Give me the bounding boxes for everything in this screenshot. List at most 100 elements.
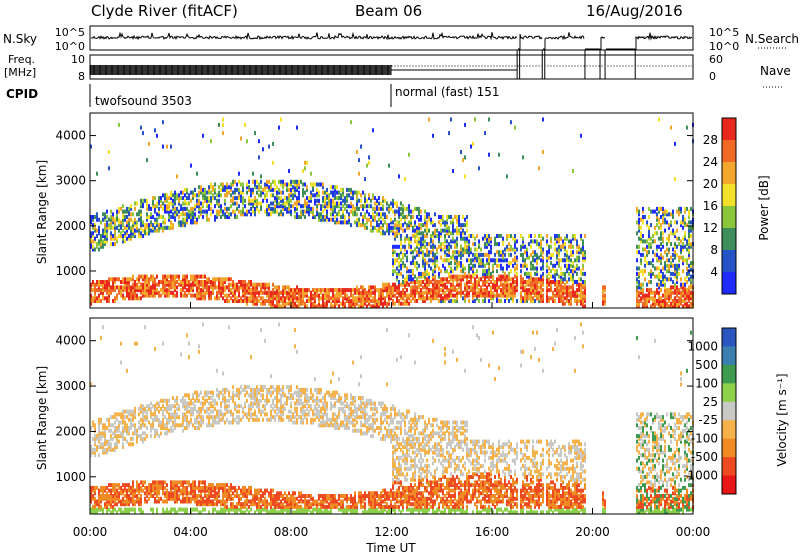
- heatmap-cell: [668, 288, 670, 293]
- heatmap-cell: [122, 442, 124, 447]
- heatmap-cell: [194, 220, 196, 225]
- heatmap-cell: [130, 426, 132, 430]
- heatmap-cell: [492, 263, 494, 268]
- heatmap-cell: [434, 244, 436, 249]
- heatmap-cell: [644, 293, 646, 298]
- heatmap-cell: [190, 190, 192, 195]
- heatmap-cell: [412, 215, 414, 219]
- heatmap-cell: [218, 204, 220, 209]
- heatmap-cell: [334, 215, 336, 219]
- heatmap-cell: [688, 234, 690, 238]
- heatmap-cell: [94, 499, 96, 504]
- heatmap-cell: [422, 252, 424, 257]
- heatmap-cell: [296, 296, 298, 301]
- heatmap-cell: [398, 285, 400, 290]
- heatmap-cell: [578, 258, 580, 263]
- heatmap-cell: [670, 125, 672, 130]
- heatmap-cell: [128, 212, 130, 217]
- heatmap-cell: [424, 209, 426, 214]
- heatmap-cell: [124, 239, 126, 244]
- heatmap-cell: [372, 215, 374, 219]
- heatmap-cell: [112, 299, 114, 303]
- heatmap-cell: [662, 293, 664, 298]
- heatmap-cell: [684, 209, 686, 214]
- heatmap-cell: [212, 187, 214, 192]
- heatmap-cell: [636, 277, 638, 282]
- heatmap-cell: [188, 201, 190, 206]
- heatmap-cell: [390, 296, 392, 301]
- heatmap-cell: [290, 198, 292, 203]
- heatmap-cell: [506, 296, 508, 301]
- heatmap-cell: [502, 274, 504, 279]
- heatmap-cell: [336, 220, 338, 225]
- heatmap-cell: [296, 182, 298, 187]
- heatmap-cell: [382, 304, 384, 309]
- heatmap-cell: [478, 244, 480, 249]
- heatmap-cell: [166, 401, 168, 406]
- heatmap-cell: [662, 236, 664, 241]
- heatmap-cell: [106, 239, 108, 244]
- heatmap-cell: [456, 299, 458, 303]
- heatmap-cell: [302, 182, 304, 187]
- heatmap-cell: [374, 290, 376, 295]
- heatmap-cell: [474, 236, 476, 241]
- heatmap-cell: [176, 483, 178, 488]
- heatmap-cell: [136, 212, 138, 217]
- heatmap-cell: [324, 293, 326, 298]
- heatmap-cell: [690, 285, 692, 290]
- heatmap-cell: [364, 301, 366, 306]
- heatmap-cell: [318, 296, 320, 301]
- heatmap-cell: [174, 293, 176, 298]
- heatmap-cell: [326, 201, 328, 206]
- heatmap-cell: [174, 480, 176, 485]
- heatmap-cell: [650, 288, 652, 293]
- heatmap-cell: [158, 417, 160, 422]
- heatmap-cell: [398, 280, 400, 284]
- heatmap-cell: [260, 206, 262, 211]
- colorbar-tick-label: 4: [710, 265, 718, 279]
- heatmap-cell: [554, 234, 556, 238]
- heatmap-cell: [604, 293, 606, 298]
- heatmap-cell: [122, 510, 124, 515]
- heatmap-cell: [440, 215, 442, 219]
- heatmap-cell: [384, 231, 386, 236]
- heatmap-cell: [144, 409, 146, 414]
- heatmap-cell: [490, 271, 492, 276]
- heatmap-cell: [304, 201, 306, 206]
- heatmap-cell: [356, 223, 358, 228]
- heatmap-cell: [296, 198, 298, 203]
- freq-unit-label: [MHz]: [4, 66, 36, 79]
- heatmap-cell: [688, 220, 690, 225]
- heatmap-cell: [332, 209, 334, 214]
- heatmap-cell: [490, 285, 492, 290]
- heatmap-cell: [94, 502, 96, 507]
- heatmap-cell: [206, 209, 208, 214]
- heatmap-cell: [190, 285, 192, 290]
- heatmap-cell: [172, 412, 174, 417]
- heatmap-cell: [400, 201, 402, 206]
- heatmap-cell: [140, 436, 142, 441]
- heatmap-cell: [278, 296, 280, 301]
- heatmap-cell: [658, 277, 660, 282]
- heatmap-cell: [172, 212, 174, 217]
- heatmap-cell: [460, 288, 462, 293]
- heatmap-cell: [688, 231, 690, 236]
- heatmap-cell: [528, 282, 530, 287]
- heatmap-cell: [430, 244, 432, 249]
- heatmap-cell: [106, 215, 108, 219]
- heatmap-cell: [648, 234, 650, 238]
- heatmap-cell: [532, 266, 534, 271]
- heatmap-cell: [150, 406, 152, 411]
- heatmap-cell: [530, 293, 532, 298]
- heatmap-cell: [656, 258, 658, 263]
- heatmap-cell: [388, 301, 390, 306]
- heatmap-cell: [486, 244, 488, 249]
- heatmap-cell: [466, 285, 468, 290]
- heatmap-cell: [442, 299, 444, 303]
- heatmap-cell: [384, 198, 386, 203]
- heatmap-cell: [452, 169, 454, 173]
- heatmap-cell: [470, 266, 472, 271]
- heatmap-cell: [170, 220, 172, 225]
- heatmap-cell: [582, 290, 584, 295]
- heatmap-cell: [470, 288, 472, 293]
